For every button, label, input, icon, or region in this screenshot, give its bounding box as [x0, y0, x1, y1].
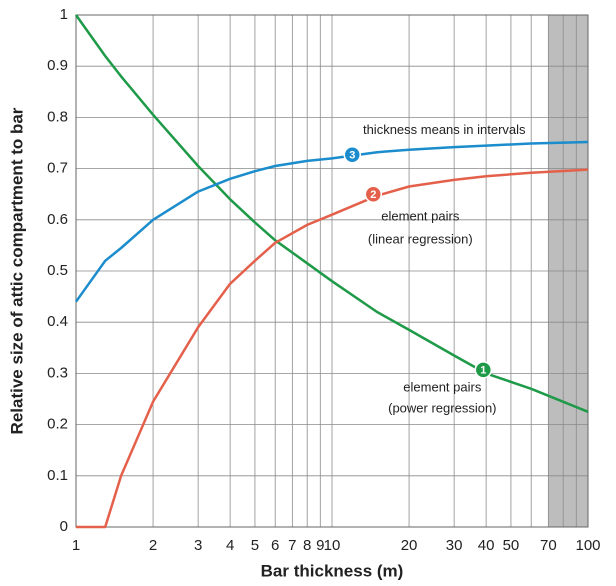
- x-tick-label: 4: [226, 537, 234, 554]
- y-tick-label: 0.7: [47, 160, 68, 177]
- x-tick-label: 3: [194, 537, 202, 554]
- x-tick-label: 1: [72, 537, 80, 554]
- marker-label: 2: [370, 189, 376, 201]
- annotation: element pairs: [381, 209, 460, 224]
- y-tick-label: 0.5: [47, 262, 68, 279]
- marker: [343, 146, 362, 164]
- y-tick-label: 0.3: [47, 364, 68, 381]
- y-tick-label: 0.2: [47, 416, 68, 433]
- plot-frame: [75, 14, 589, 528]
- annotation: (power regression): [388, 400, 496, 415]
- y-tick-label: 0: [60, 518, 68, 535]
- x-tick-label: 6: [271, 537, 279, 554]
- y-tick-label: 0.4: [47, 313, 68, 330]
- data-line: [76, 168, 589, 529]
- x-tick-label: 9: [316, 537, 324, 554]
- annotation: element pairs: [403, 379, 482, 394]
- x-tick-label: 5: [251, 537, 259, 554]
- marker-label: 1: [480, 365, 486, 377]
- x-tick-label: 40: [478, 537, 495, 554]
- data-line: [74, 14, 589, 413]
- x-tick-label: 10: [324, 537, 341, 554]
- annotation: (linear regression): [368, 232, 473, 247]
- data-line: [74, 140, 589, 303]
- annotation: thickness means in intervals: [363, 122, 526, 137]
- y-tick-label: 0.1: [47, 467, 68, 484]
- y-tick-label: 0.8: [47, 108, 68, 125]
- x-axis-label: Bar thickness (m): [261, 561, 404, 580]
- x-tick-label: 8: [303, 537, 311, 554]
- x-tick-label: 50: [503, 537, 520, 554]
- y-tick-label: 0.9: [47, 57, 68, 74]
- y-tick-label: 1: [60, 6, 68, 23]
- marker: [474, 361, 493, 379]
- y-axis-label: Relative size of attic compartment to ba…: [7, 107, 26, 434]
- marker: [364, 185, 383, 203]
- y-tick-label: 0.6: [47, 211, 68, 228]
- x-tick-label: 70: [540, 537, 557, 554]
- x-tick-label: 7: [288, 537, 296, 554]
- x-tick-label: 2: [149, 537, 157, 554]
- x-tick-label: 20: [401, 537, 418, 554]
- x-tick-label: 100: [575, 537, 600, 554]
- marker-label: 3: [349, 150, 355, 162]
- x-tick-label: 30: [446, 537, 463, 554]
